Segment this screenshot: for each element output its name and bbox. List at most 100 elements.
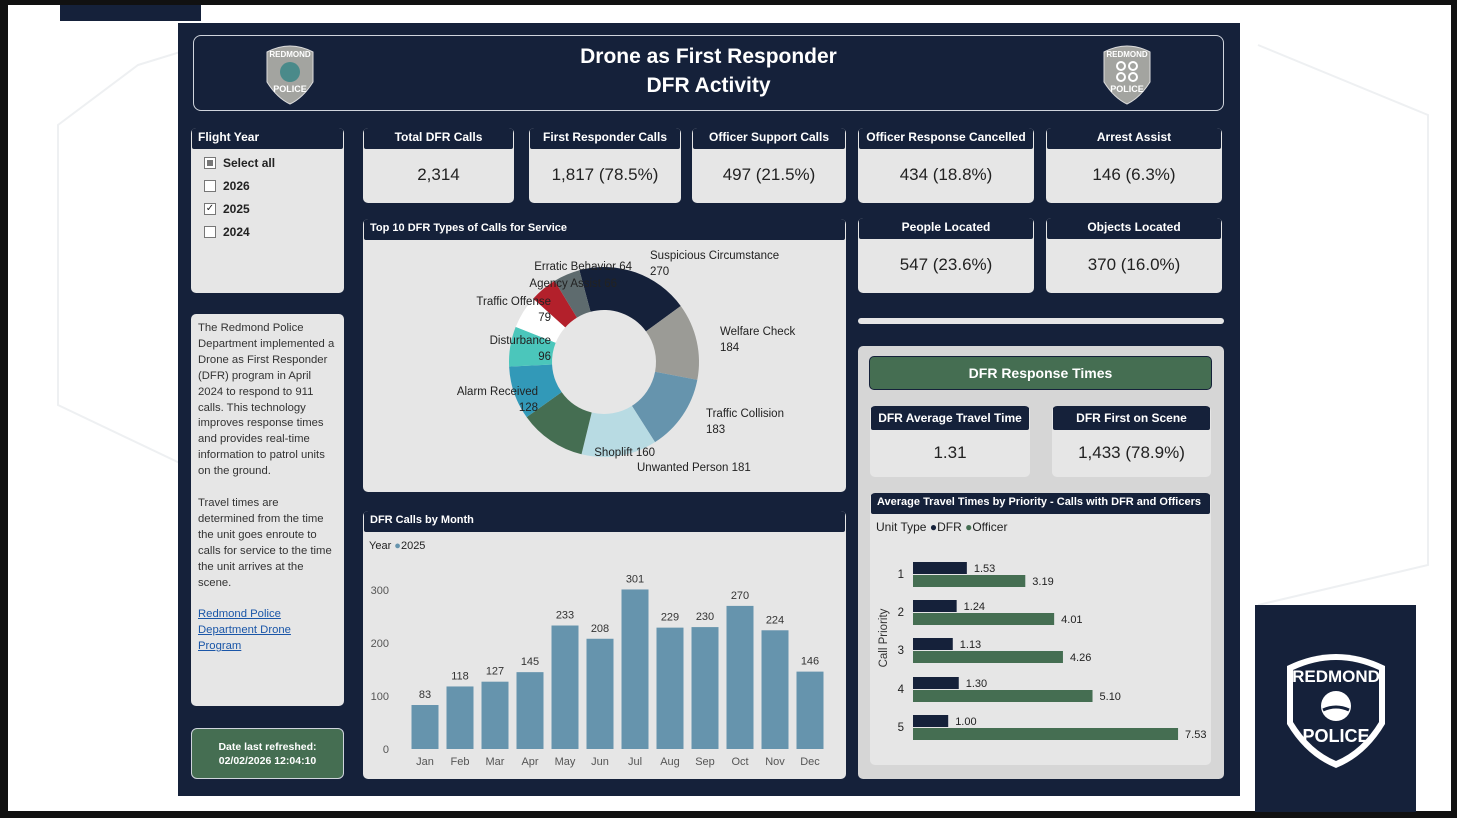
svg-text:POLICE: POLICE xyxy=(273,84,307,94)
y-tick-label: 300 xyxy=(371,585,389,597)
donut-label: Alarm Received 128 xyxy=(456,386,538,414)
legend-officer: Officer xyxy=(972,520,1008,534)
bar-data-label: 270 xyxy=(731,590,749,602)
bar-feb[interactable] xyxy=(446,686,474,749)
donut-label: Traffic Offense 79 xyxy=(476,296,551,324)
kpi-label: Total DFR Calls xyxy=(364,128,513,149)
kpi-dfr-average-travel-time: DFR Average Travel Time 1.31 xyxy=(870,406,1030,477)
kpi-officer-support-calls: Officer Support Calls 497 (21.5%) xyxy=(692,128,846,203)
kpi-label: DFR Average Travel Time xyxy=(871,406,1029,430)
checkbox-checked[interactable]: ✓ xyxy=(204,202,216,215)
bar-dfr-priority-1[interactable] xyxy=(913,562,967,574)
donut-slice-traffic-offense[interactable] xyxy=(515,298,566,343)
report-header: Drone as First Responder DFR Activity xyxy=(193,35,1224,111)
legend-title: Unit Type xyxy=(876,520,927,534)
bar-mar[interactable] xyxy=(481,681,509,749)
svg-text:REDMOND: REDMOND xyxy=(1106,50,1148,59)
drone-program-link[interactable]: Redmond Police Department Drone Program xyxy=(198,608,291,653)
kpi-value: 1,817 (78.5%) xyxy=(551,165,659,184)
x-tick-label: Sep xyxy=(695,756,715,768)
bar-jan[interactable] xyxy=(411,705,439,749)
bar-dfr-priority-5[interactable] xyxy=(913,715,949,727)
bar-officer-priority-4[interactable] xyxy=(913,690,1093,702)
donut-slice-erratic-behavior[interactable] xyxy=(554,270,591,318)
donut-slice-welfare-check[interactable] xyxy=(646,306,699,380)
donut-chart xyxy=(509,267,699,457)
checkbox-unchecked[interactable] xyxy=(204,225,216,238)
redmond-police-badge-logo-left: REDMOND POLICE xyxy=(266,45,314,105)
bar-data-label: 229 xyxy=(661,612,679,624)
bar-jun[interactable] xyxy=(586,638,614,749)
bar-officer-priority-2[interactable] xyxy=(913,613,1055,625)
bar-data-label: 1.30 xyxy=(966,678,987,690)
bar-legend: Year ●2025 xyxy=(369,540,426,552)
bar-dec[interactable] xyxy=(796,671,824,749)
legend-title: Year xyxy=(369,540,392,552)
donut-title: Top 10 DFR Types of Calls for Service xyxy=(364,219,845,240)
slicer-item-label: 2024 xyxy=(223,224,250,239)
bar-officer-priority-5[interactable] xyxy=(913,728,1179,740)
donut-slice-alarm-received[interactable] xyxy=(509,364,562,418)
svg-text:REDMOND: REDMOND xyxy=(1292,667,1380,686)
bar-dfr-priority-4[interactable] xyxy=(913,677,959,689)
x-tick-label: May xyxy=(555,756,576,768)
refresh-value: 02/02/2026 12:04:10 xyxy=(218,755,317,767)
slicer-item-label: 2026 xyxy=(223,178,250,193)
donut-slice-agency-assist[interactable] xyxy=(533,280,577,328)
slicer-item-2025[interactable]: ✓ 2025 xyxy=(191,197,344,220)
kpi-label: DFR First on Scene xyxy=(1053,406,1210,430)
x-tick-label: Mar xyxy=(486,756,505,768)
donut-slice-disturbance[interactable] xyxy=(509,326,556,367)
checkbox-unchecked[interactable] xyxy=(204,179,216,192)
donut-slice-traffic-collision[interactable] xyxy=(631,371,698,443)
donut-slice-unwanted-person[interactable] xyxy=(581,405,656,457)
bar-sep[interactable] xyxy=(691,627,719,749)
svg-text:REDMOND: REDMOND xyxy=(269,50,311,59)
bar-data-label: 224 xyxy=(766,614,784,626)
x-tick-label: Dec xyxy=(800,756,820,768)
bar-oct[interactable] xyxy=(726,605,754,749)
kpi-first-responder-calls: First Responder Calls 1,817 (78.5%) xyxy=(529,128,681,203)
checkbox-partial[interactable] xyxy=(204,156,216,169)
description-paragraph-2: Travel times are determined from the tim… xyxy=(198,496,332,589)
x-tick-label: Apr xyxy=(521,756,538,768)
call-types-donut-panel: Top 10 DFR Types of Calls for Service Su… xyxy=(363,219,846,492)
priority-chart-title: Average Travel Times by Priority - Calls… xyxy=(871,493,1210,514)
kpi-label: Arrest Assist xyxy=(1047,128,1221,149)
y-tick-label: 5 xyxy=(898,722,904,734)
bar-aug[interactable] xyxy=(656,627,684,749)
bar-dfr-priority-2[interactable] xyxy=(913,600,957,612)
response-times-title: DFR Response Times xyxy=(869,356,1212,390)
redmond-police-drone-badge-logo-right: REDMOND POLICE xyxy=(1103,45,1151,105)
date-last-refreshed: Date last refreshed: 02/02/2026 12:04:10 xyxy=(191,728,344,779)
bar-data-label: 7.53 xyxy=(1185,729,1206,741)
bar-dfr-priority-3[interactable] xyxy=(913,638,953,650)
response-times-panel: DFR Response Times DFR Average Travel Ti… xyxy=(858,346,1224,779)
slicer-title: Flight Year xyxy=(192,128,343,149)
bar-officer-priority-3[interactable] xyxy=(913,651,1063,663)
bar-may[interactable] xyxy=(551,625,579,749)
bar-data-label: 5.10 xyxy=(1100,691,1121,703)
donut-label: Shoplift 160 xyxy=(594,447,655,459)
bar-nov[interactable] xyxy=(761,630,789,749)
slicer-item-select-all[interactable]: Select all xyxy=(191,151,344,174)
x-tick-label: Feb xyxy=(451,756,470,768)
bar-apr[interactable] xyxy=(516,672,544,749)
bar-officer-priority-1[interactable] xyxy=(913,575,1026,587)
x-tick-label: Jul xyxy=(628,756,642,768)
bar-jul[interactable] xyxy=(621,589,649,749)
logo-tile: REDMOND POLICE xyxy=(1255,605,1416,812)
bar-data-label: 301 xyxy=(626,573,644,585)
donut-label: Agency Assist 66 xyxy=(529,278,617,290)
y-tick-label: 2 xyxy=(898,607,904,619)
donut-slice-shoplift[interactable] xyxy=(526,392,592,455)
slicer-item-2024[interactable]: 2024 xyxy=(191,220,344,243)
donut-slice-suspicious-circumstance[interactable] xyxy=(579,267,681,332)
y-tick-label: 4 xyxy=(898,684,905,696)
report-subtitle: DFR Activity xyxy=(646,74,771,97)
x-tick-label: Jun xyxy=(591,756,609,768)
slicer-item-2026[interactable]: 2026 xyxy=(191,174,344,197)
flight-year-slicer: Flight Year Select all 2026 ✓ 2025 2024 xyxy=(191,128,344,293)
x-tick-label: Aug xyxy=(660,756,680,768)
refresh-label: Date last refreshed: xyxy=(218,741,317,753)
